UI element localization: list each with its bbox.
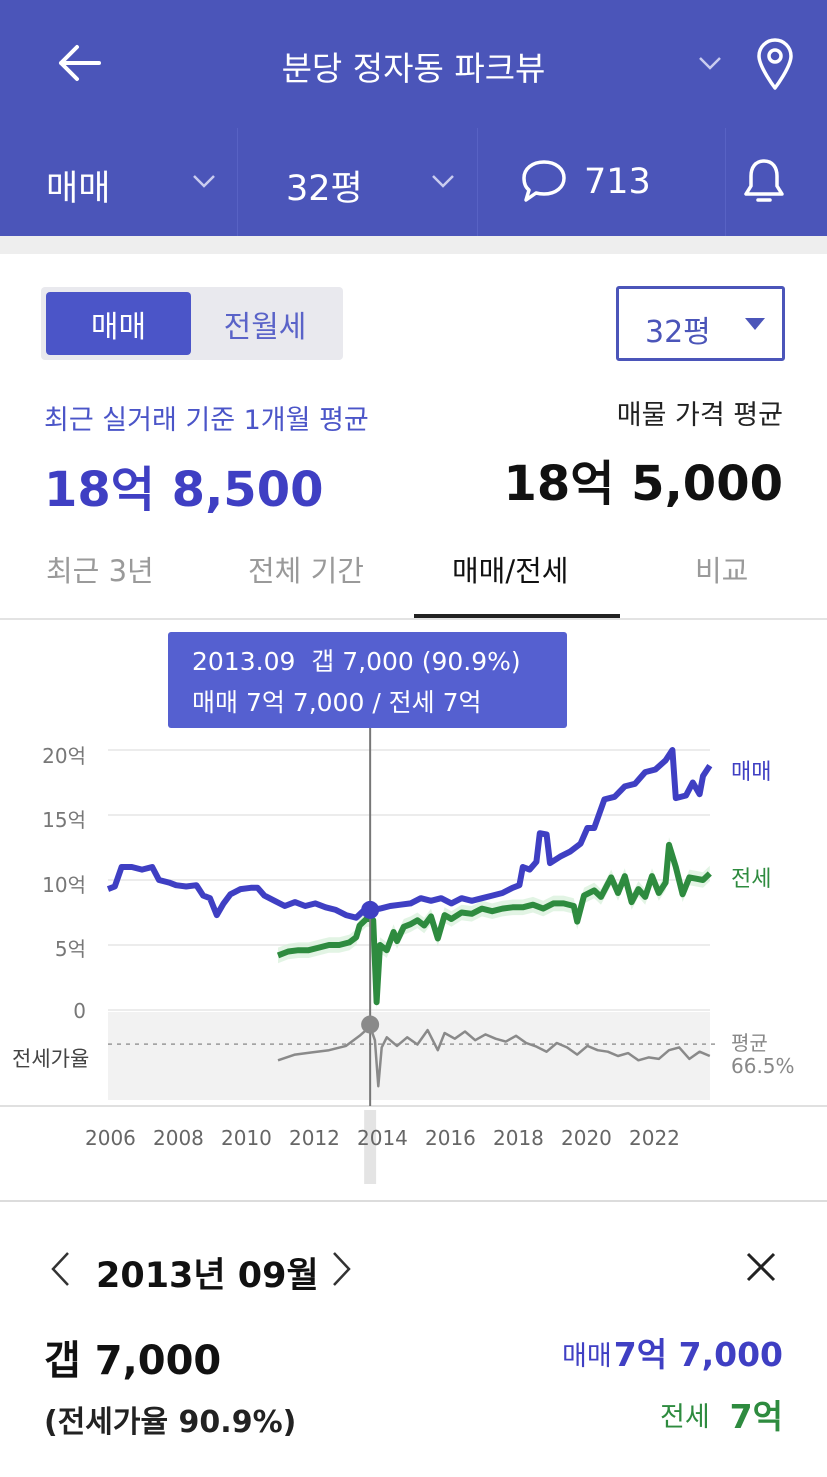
y-tick-label: 0: [73, 999, 86, 1023]
y-tick-label: 10억: [42, 873, 86, 897]
toggle-sale-button[interactable]: 매매: [46, 292, 191, 355]
x-tick-label: 2010: [221, 1126, 272, 1150]
trade-type-label: 매매: [46, 169, 111, 209]
tooltip-line1: 2013.09 갭 7,000 (90.9%): [192, 647, 521, 676]
toggle-rent-label: 전월세: [223, 309, 307, 345]
ratio-average-value: 66.5%: [731, 1054, 795, 1078]
x-tick-label: 2020: [561, 1126, 612, 1150]
page-title[interactable]: 분당 정자동 파크뷰: [281, 49, 546, 88]
x-tick-label: 2018: [493, 1126, 544, 1150]
x-tick-label: 2014: [357, 1126, 408, 1150]
section-divider: [0, 236, 827, 254]
ratio-value: (전세가율 90.9%): [44, 1405, 297, 1440]
comments-button[interactable]: 713: [478, 128, 726, 236]
area-dropdown[interactable]: 32평: [616, 286, 785, 361]
y-tick-label: 5억: [54, 937, 86, 961]
speech-bubble-icon: [522, 160, 566, 202]
chevron-down-icon: [699, 57, 721, 70]
detail-divider: [0, 1200, 827, 1202]
listing-price-label: 매물 가격 평균: [616, 400, 783, 431]
tab-recent-3y[interactable]: 최근 3년: [46, 554, 154, 588]
detail-date: 2013년 09월: [96, 1256, 319, 1296]
chevron-down-icon: [432, 175, 454, 188]
tooltip-line2: 매매 7억 7,000 / 전세 7억: [192, 688, 482, 717]
price-chart: [0, 728, 827, 1184]
chevron-down-icon: [193, 175, 215, 188]
title-dropdown-button[interactable]: [690, 48, 730, 78]
x-tick-label: 2006: [85, 1126, 136, 1150]
x-tick-label: 2016: [425, 1126, 476, 1150]
back-button[interactable]: [44, 30, 114, 96]
ratio-average-label: 평균: [731, 1031, 768, 1055]
sale-line: [106, 747, 713, 921]
filter-bar: 매매 32평 713: [0, 128, 827, 236]
tabs-divider: [0, 618, 827, 620]
close-button[interactable]: [738, 1244, 784, 1290]
selected-sale-point: [361, 900, 380, 919]
arrow-left-icon: [59, 45, 101, 81]
x-tick-label: 2012: [289, 1126, 340, 1150]
selected-ratio-point: [361, 1015, 380, 1034]
detail-sale-label: 매매: [562, 1341, 612, 1372]
tab-all-period[interactable]: 전체 기간: [248, 554, 364, 588]
recent-price-label: 최근 실거래 기준 1개월 평균: [44, 405, 369, 436]
recent-price-value: 18억 8,500: [44, 462, 324, 518]
caret-down-icon: [745, 318, 765, 330]
ratio-band: [108, 1012, 710, 1100]
chart-tooltip: 2013.09 갭 7,000 (90.9%) 매매 7억 7,000 / 전세…: [168, 632, 567, 728]
location-button[interactable]: [748, 34, 802, 94]
comment-count: 713: [584, 162, 651, 202]
map-pin-icon: [757, 38, 793, 90]
toggle-rent-button[interactable]: 전월세: [192, 292, 338, 355]
chart-area[interactable]: 20억 15억 10억 5억 0 전세가율 매매 전세 평균 66.5% 200…: [0, 620, 827, 1200]
trade-type-select[interactable]: 매매: [0, 128, 238, 236]
jeonse-line: [276, 841, 712, 1006]
detail-sale-value: 7억 7,000: [613, 1335, 783, 1374]
area-label: 32평: [286, 169, 363, 209]
next-month-button[interactable]: [322, 1247, 362, 1291]
chevron-left-icon: [51, 1252, 69, 1286]
ratio-line: [277, 1025, 711, 1088]
x-tick-label: 2008: [153, 1126, 204, 1150]
series-label-sale: 매매: [731, 760, 772, 785]
jeonse-range-area: [278, 837, 710, 1010]
area-select[interactable]: 32평: [238, 128, 478, 236]
series-label-jeonse: 전세: [731, 867, 772, 892]
x-tick-label: 2022: [629, 1126, 680, 1150]
close-icon: [746, 1252, 776, 1282]
selection-scrub-handle: [364, 1110, 377, 1184]
area-dropdown-label: 32평: [645, 315, 711, 350]
toggle-sale-label: 매매: [90, 309, 147, 345]
tab-compare[interactable]: 비교: [695, 554, 749, 588]
gap-value: 갭 7,000: [44, 1338, 222, 1384]
alarm-button[interactable]: [726, 128, 827, 236]
app-header: 분당 정자동 파크뷰: [0, 0, 827, 128]
active-tab-indicator: [414, 614, 620, 618]
y-tick-label: 15억: [42, 808, 86, 832]
bell-icon: [744, 159, 784, 202]
tab-sale-jeonse[interactable]: 매매/전세: [452, 554, 569, 588]
ratio-axis-label: 전세가율: [12, 1047, 90, 1071]
listing-price-value: 18억 5,000: [503, 456, 784, 512]
y-tick-label: 20억: [42, 744, 86, 768]
detail-jeonse-label: 전세: [660, 1402, 710, 1433]
detail-jeonse-value: 7억: [729, 1397, 783, 1436]
prev-month-button[interactable]: [40, 1247, 80, 1291]
chevron-right-icon: [333, 1252, 351, 1286]
